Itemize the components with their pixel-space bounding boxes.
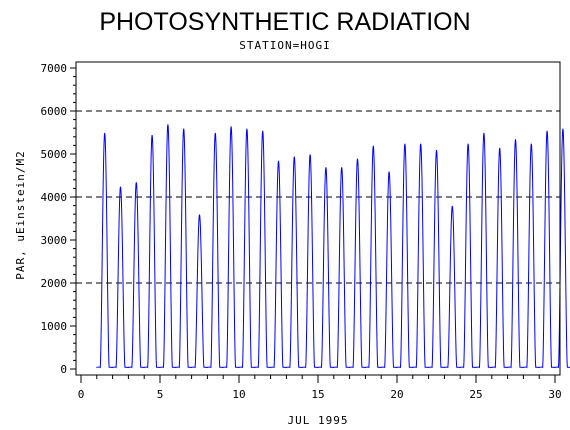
series-layer: [96, 124, 570, 369]
x-tick-label: 30: [548, 388, 561, 401]
y-tick-label: 7000: [41, 62, 68, 75]
y-tick-label: 1000: [41, 320, 68, 333]
x-tick-label: 10: [232, 388, 245, 401]
y-tick-label: 6000: [41, 105, 68, 118]
chart-title: PHOTOSYNTHETIC RADIATION: [99, 8, 470, 36]
chart-subtitle: STATION=HOGI: [239, 39, 330, 52]
par-series-line: [96, 124, 570, 369]
x-tick-label: 0: [78, 388, 85, 401]
x-axis-label: JUL 1995: [288, 414, 349, 427]
x-tick-label: 15: [311, 388, 324, 401]
y-tick-label: 5000: [41, 148, 68, 161]
reference-lines: [76, 110, 560, 284]
y-axis-label: PAR, uEinstein/M2: [14, 150, 27, 280]
y-tick-label: 3000: [41, 234, 68, 247]
x-tick-label: 5: [157, 388, 164, 401]
y-tick-label: 2000: [41, 277, 68, 290]
x-tick-label: 20: [390, 388, 403, 401]
y-axis: 0 1000 2000 3000 4000 5000 6000 7000: [41, 62, 76, 376]
y-tick-label: 0: [60, 363, 67, 376]
x-axis: 0 5 10 15 20 25 30: [78, 375, 562, 401]
y-tick-label: 4000: [41, 191, 68, 204]
x-tick-label: 25: [469, 388, 482, 401]
